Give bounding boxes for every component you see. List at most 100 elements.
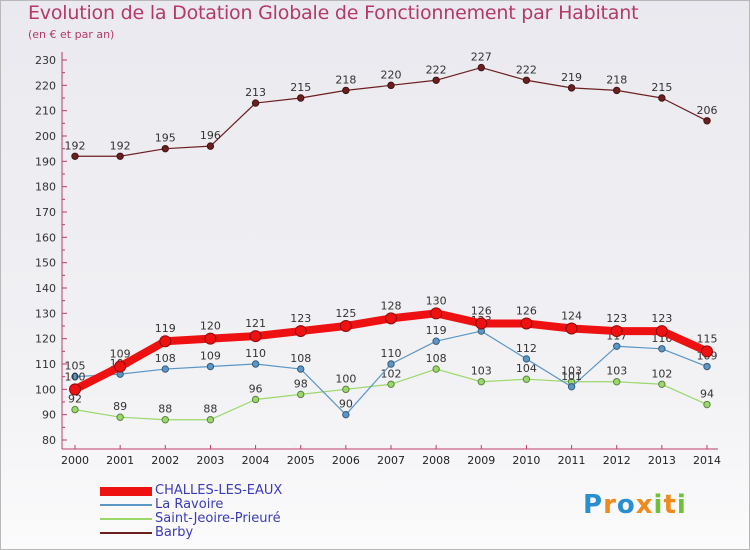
x-tick-label: 2010: [512, 454, 540, 467]
x-tick-label: 2006: [332, 454, 360, 467]
data-label-saint-jeoire-prieure: 98: [294, 377, 308, 390]
data-point-saint-jeoire-prieure: [251, 395, 260, 404]
data-point-la-ravoire: [161, 365, 169, 373]
data-point-barby: [703, 117, 711, 125]
data-point-challes-les-eaux: [520, 317, 533, 330]
data-point-challes-les-eaux: [204, 332, 217, 345]
data-label-challes-les-eaux: 126: [516, 304, 537, 317]
data-point-la-ravoire: [658, 345, 666, 353]
data-label-saint-jeoire-prieure: 102: [381, 367, 402, 380]
data-label-barby: 218: [606, 73, 627, 86]
x-tick-label: 2009: [467, 454, 495, 467]
proxiti-logo: Proxiti: [583, 490, 687, 520]
data-point-barby: [432, 76, 440, 84]
logo-letter: i: [653, 490, 664, 520]
data-label-challes-les-eaux: 123: [290, 312, 311, 325]
x-tick-label: 2008: [422, 454, 450, 467]
data-point-challes-les-eaux: [385, 312, 397, 325]
data-point-la-ravoire: [567, 383, 576, 391]
data-label-saint-jeoire-prieure: 103: [606, 365, 627, 378]
data-point-barby: [613, 86, 621, 95]
data-label-la-ravoire: 105: [65, 360, 86, 373]
data-label-saint-jeoire-prieure: 88: [203, 403, 217, 416]
data-point-saint-jeoire-prieure: [522, 375, 531, 383]
data-label-la-ravoire: 110: [245, 347, 266, 360]
data-point-challes-les-eaux: [655, 325, 668, 338]
data-point-challes-les-eaux: [701, 345, 713, 358]
y-tick-label: 170: [35, 206, 56, 219]
legend-label: CHALLES-LES-EAUX: [155, 483, 283, 498]
data-label-challes-les-eaux: 119: [155, 322, 176, 335]
data-label-saint-jeoire-prieure: 103: [561, 365, 582, 378]
data-point-challes-les-eaux: [69, 383, 81, 396]
y-tick-label: 150: [35, 257, 56, 270]
data-point-challes-les-eaux: [475, 317, 488, 330]
data-point-barby: [567, 84, 576, 92]
logo-letter: t: [663, 490, 677, 520]
data-label-la-ravoire: 108: [155, 352, 176, 365]
data-label-challes-les-eaux: 123: [606, 312, 627, 325]
data-label-saint-jeoire-prieure: 94: [700, 388, 714, 401]
chart-title: Evolution de la Dotation Globale de Fonc…: [28, 2, 639, 24]
legend-label: Barby: [155, 525, 194, 540]
logo-letter: i: [676, 490, 687, 520]
legend-swatch: [100, 504, 152, 506]
data-label-barby: 192: [65, 139, 86, 152]
logo-letter: P: [583, 490, 604, 520]
data-label-la-ravoire: 90: [339, 398, 353, 411]
x-tick-label: 2011: [558, 454, 586, 467]
logo-letter: r: [603, 490, 617, 520]
data-label-la-ravoire: 110: [381, 347, 402, 360]
y-tick-label: 90: [42, 409, 56, 422]
y-tick-label: 230: [35, 54, 56, 67]
data-label-saint-jeoire-prieure: 92: [68, 393, 82, 406]
data-label-challes-les-eaux: 128: [381, 299, 402, 312]
data-label-barby: 222: [516, 63, 537, 76]
data-point-la-ravoire: [613, 342, 621, 350]
logo-letter: x: [635, 490, 654, 520]
data-label-saint-jeoire-prieure: 88: [158, 403, 172, 416]
data-point-barby: [522, 76, 531, 84]
y-tick-label: 130: [35, 307, 56, 320]
data-label-saint-jeoire-prieure: 89: [113, 400, 127, 413]
data-point-la-ravoire: [71, 372, 79, 381]
x-tick-label: 2002: [151, 454, 179, 467]
data-point-challes-les-eaux: [430, 307, 443, 320]
data-label-barby: 206: [697, 104, 718, 117]
x-tick-label: 2013: [648, 454, 676, 467]
legend-swatch: [100, 532, 152, 534]
data-point-challes-les-eaux: [610, 325, 623, 338]
data-point-barby: [71, 152, 79, 160]
data-label-barby: 215: [651, 81, 672, 94]
data-point-saint-jeoire-prieure: [387, 380, 395, 388]
x-tick-label: 2012: [603, 454, 631, 467]
legend-item-la-ravoire: La Ravoire: [100, 498, 360, 512]
data-label-barby: 213: [245, 86, 266, 99]
chart-subtitle: (en € et par an): [28, 28, 115, 41]
y-tick-label: 80: [42, 434, 56, 447]
data-label-challes-les-eaux: 125: [335, 307, 356, 320]
legend-item-barby: Barby: [100, 526, 360, 540]
data-point-barby: [251, 99, 260, 107]
y-tick-label: 110: [35, 358, 56, 371]
data-point-la-ravoire: [206, 362, 215, 371]
y-tick-label: 120: [35, 333, 56, 346]
data-label-la-ravoire: 108: [290, 352, 311, 365]
y-tick-label: 140: [35, 282, 56, 295]
data-label-barby: 192: [110, 139, 131, 152]
data-point-la-ravoire: [387, 360, 395, 368]
x-tick-label: 2007: [377, 454, 405, 467]
legend-item-saint-jeoire-prieure: Saint-Jeoire-Prieuré: [100, 512, 360, 526]
data-label-challes-les-eaux: 120: [200, 320, 221, 333]
data-point-la-ravoire: [297, 365, 305, 373]
x-tick-label: 2000: [61, 454, 89, 467]
x-tick-label: 2014: [693, 454, 721, 467]
data-label-saint-jeoire-prieure: 102: [651, 367, 672, 380]
data-point-la-ravoire: [432, 337, 440, 345]
data-label-challes-les-eaux: 123: [651, 312, 672, 325]
y-tick-label: 180: [35, 181, 56, 194]
data-label-challes-les-eaux: 126: [471, 304, 492, 317]
legend-swatch: [100, 486, 152, 496]
data-point-saint-jeoire-prieure: [703, 400, 711, 409]
data-point-barby: [658, 94, 666, 102]
